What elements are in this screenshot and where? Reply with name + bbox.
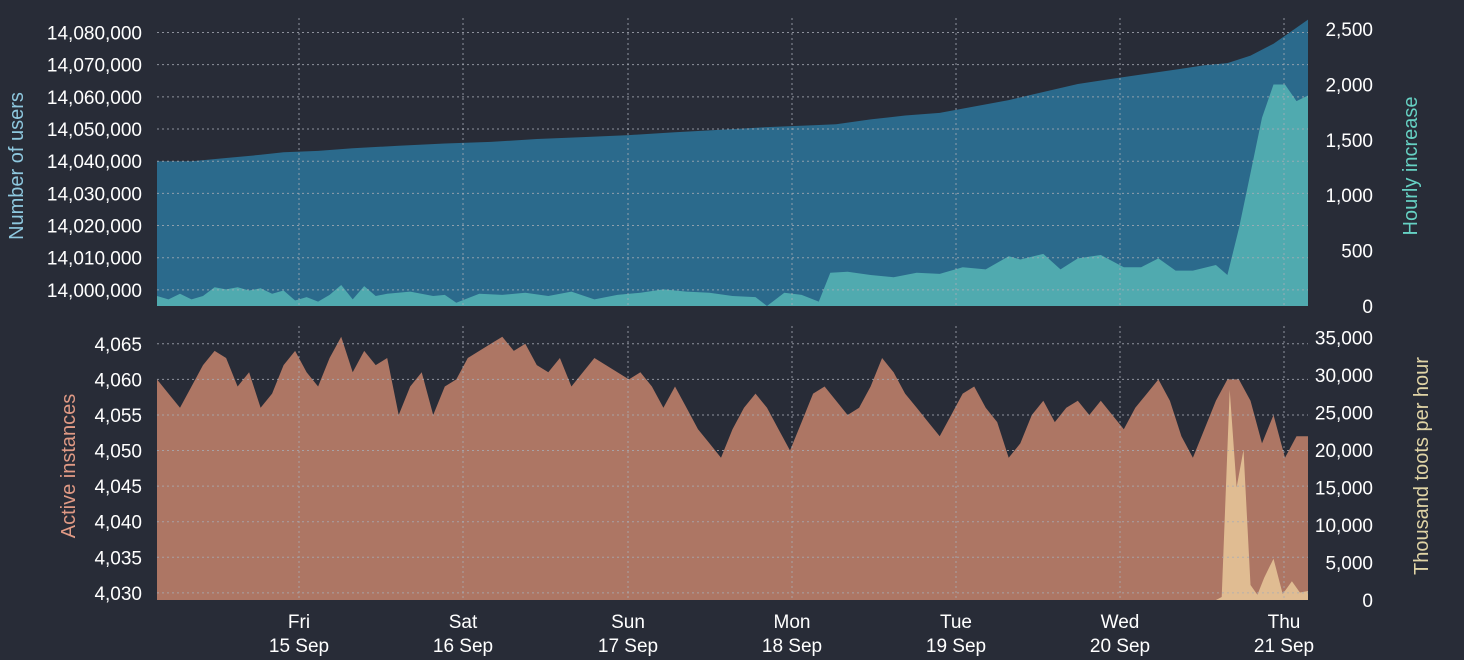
- x-tick-day: Fri: [288, 612, 310, 633]
- x-tick-day: Mon: [774, 612, 811, 633]
- left-tick-label: 14,050,000: [47, 120, 142, 141]
- x-tick-day: Sun: [611, 612, 645, 633]
- hourly-axis-ticks: 0 500 1,000 1,500 2,000 2,500: [1325, 20, 1373, 318]
- right-tick-label: 0: [1362, 591, 1373, 612]
- left-tick-label: 4,065: [94, 335, 142, 356]
- right-tick-label: 0: [1362, 297, 1373, 318]
- x-tick-date: 18 Sep: [762, 636, 822, 657]
- left-tick-label: 14,040,000: [47, 152, 142, 173]
- right-tick-label: 15,000: [1315, 478, 1373, 499]
- x-tick-date: 15 Sep: [269, 636, 329, 657]
- users-axis-ticks: 14,000,000 14,010,000 14,020,000 14,030,000…: [47, 23, 142, 301]
- left-tick-label: 14,020,000: [47, 217, 142, 238]
- left-tick-label: 14,080,000: [47, 23, 142, 44]
- left-tick-label: 14,000,000: [47, 281, 142, 302]
- right-tick-label: 2,500: [1325, 20, 1373, 41]
- users-area: [157, 19, 1308, 306]
- left-tick-label: 4,035: [94, 548, 142, 569]
- x-tick-date: 17 Sep: [598, 636, 658, 657]
- left-tick-label: 14,070,000: [47, 56, 142, 77]
- right-tick-label: 1,500: [1325, 131, 1373, 152]
- right-tick-label: 1,000: [1325, 186, 1373, 207]
- right-tick-label: 10,000: [1315, 516, 1373, 537]
- x-tick-date: 21 Sep: [1254, 636, 1314, 657]
- right-tick-label: 20,000: [1315, 441, 1373, 462]
- left-tick-label: 4,060: [94, 370, 142, 391]
- right-tick-label: 30,000: [1315, 366, 1373, 387]
- instances-area: [157, 336, 1308, 600]
- right-tick-label: 25,000: [1315, 403, 1373, 424]
- instances-axis-label: Active instances: [58, 394, 80, 539]
- toots-axis-label: Thousand toots per hour: [1411, 357, 1433, 575]
- x-tick-date: 16 Sep: [433, 636, 493, 657]
- left-tick-label: 14,010,000: [47, 249, 142, 270]
- x-tick-day: Thu: [1268, 612, 1301, 633]
- instances-panel: 4,030 4,035 4,040 4,045 4,050 4,055 4,060 4,065…: [58, 326, 1433, 612]
- x-tick-date: 20 Sep: [1090, 636, 1150, 657]
- date-axis: Fri 15 Sep Sat 16 Sep Sun 17 Sep Mon 18 Sep Tue 1…: [269, 612, 1314, 657]
- left-tick-label: 4,055: [94, 406, 142, 427]
- users-panel: 14,000,000 14,010,000 14,020,000 14,030,000…: [6, 18, 1422, 318]
- right-tick-label: 2,000: [1325, 75, 1373, 96]
- left-tick-label: 14,030,000: [47, 184, 142, 205]
- users-gridlines: [157, 18, 1308, 306]
- instances-axis-ticks: 4,030 4,035 4,040 4,045 4,050 4,055 4,060 4,065: [94, 335, 142, 605]
- x-tick-day: Sat: [449, 612, 478, 633]
- x-tick-day: Tue: [940, 612, 972, 633]
- toots-axis-ticks: 0 5,000 10,000 15,000 20,000 25,000 30,000 35,0…: [1315, 328, 1373, 612]
- left-tick-label: 4,050: [94, 442, 142, 463]
- hourly-axis-label: Hourly increase: [1400, 97, 1422, 236]
- left-tick-label: 4,030: [94, 584, 142, 605]
- x-tick-day: Wed: [1101, 612, 1140, 633]
- right-tick-label: 35,000: [1315, 328, 1373, 349]
- left-tick-label: 4,045: [94, 477, 142, 498]
- instances-gridlines: [157, 326, 1308, 600]
- left-tick-label: 4,040: [94, 513, 142, 534]
- right-tick-label: 5,000: [1325, 553, 1373, 574]
- users-axis-label: Number of users: [6, 92, 28, 240]
- x-tick-date: 19 Sep: [926, 636, 986, 657]
- left-tick-label: 14,060,000: [47, 88, 142, 109]
- right-tick-label: 500: [1341, 242, 1373, 263]
- hourly-increase-area: [157, 84, 1308, 306]
